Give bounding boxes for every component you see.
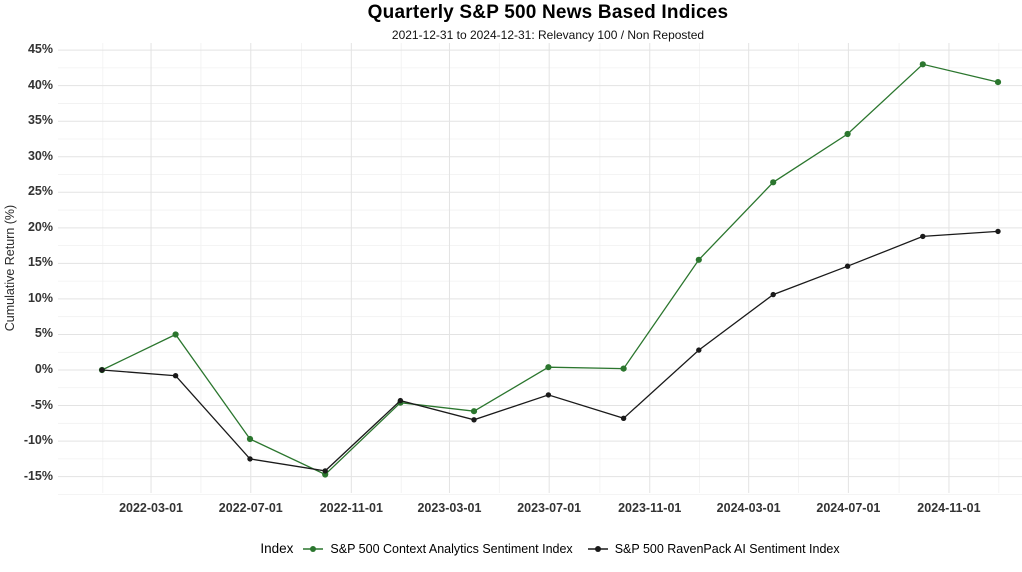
y-tick-label: 25%: [27, 184, 53, 199]
legend-key-line-dot-icon: [303, 545, 324, 552]
data-point: [545, 392, 552, 398]
x-tick-label: 2023-03-01: [417, 501, 482, 515]
data-point: [545, 364, 552, 371]
chart-title: Quarterly S&P 500 News Based Indices: [367, 2, 729, 23]
data-point: [770, 291, 776, 298]
data-point: [172, 331, 179, 338]
data-point: [247, 456, 253, 462]
x-tick-label: 2024-11-01: [917, 501, 981, 515]
data-point: [99, 367, 105, 373]
legend-item-1: S&P 500 RavenPack AI Sentiment Index: [587, 542, 840, 556]
legend-key-line-dot-icon: [587, 545, 608, 552]
x-tick-label: 2024-07-01: [816, 501, 881, 515]
y-tick-label: 10%: [27, 290, 53, 305]
legend-item-0: S&P 500 Context Analytics Sentiment Inde…: [302, 541, 573, 556]
data-point: [696, 347, 702, 353]
data-point: [397, 397, 404, 404]
data-point: [919, 61, 926, 68]
x-tick-label: 2023-07-01: [517, 501, 582, 515]
data-point: [844, 130, 851, 138]
y-tick-label: 40%: [27, 77, 53, 92]
data-point: [695, 256, 702, 263]
y-tick-label: -10%: [23, 433, 53, 448]
x-tick-label: 2023-11-01: [618, 501, 682, 515]
y-tick-label: -5%: [30, 397, 53, 412]
y-tick-label: 5%: [34, 326, 53, 341]
legend-label: S&P 500 Context Analytics Sentiment Inde…: [330, 541, 573, 556]
data-point: [470, 408, 478, 415]
x-tick-label: 2022-07-01: [218, 501, 283, 515]
data-point: [246, 435, 254, 443]
series-line-0: [101, 63, 999, 476]
data-point: [322, 468, 328, 474]
chart-subtitle: 2021-12-31 to 2024-12-31: Relevancy 100 …: [391, 28, 705, 42]
y-tick-label: -15%: [23, 468, 53, 483]
data-point: [995, 228, 1001, 235]
legend-label: S&P 500 RavenPack AI Sentiment Index: [614, 541, 840, 556]
y-tick-label: 15%: [27, 255, 53, 270]
data-point: [994, 79, 1002, 86]
y-tick-label: 45%: [27, 42, 53, 57]
x-tick-label: 2022-11-01: [319, 501, 383, 515]
data-point: [770, 179, 777, 186]
data-point: [844, 263, 851, 269]
y-tick-label: 30%: [27, 148, 53, 163]
y-tick-label: 20%: [27, 219, 53, 234]
title-block: Quarterly S&P 500 News Based Indices 202…: [37, 2, 1022, 42]
series-line-1: [101, 230, 999, 472]
legend: Index S&P 500 Context Analytics Sentimen…: [39, 541, 1022, 556]
data-point: [172, 373, 179, 379]
data-point: [471, 417, 477, 423]
x-tick-label: 2024-03-01: [716, 501, 781, 515]
y-tick-label: 0%: [34, 361, 53, 376]
x-tick-label: 2022-03-01: [119, 501, 184, 515]
data-point: [620, 365, 627, 372]
data-point: [920, 233, 926, 240]
legend-title: Index: [260, 541, 294, 556]
plot-area: [58, 43, 1022, 495]
data-point: [620, 415, 627, 421]
y-tick-label: 35%: [27, 113, 53, 128]
